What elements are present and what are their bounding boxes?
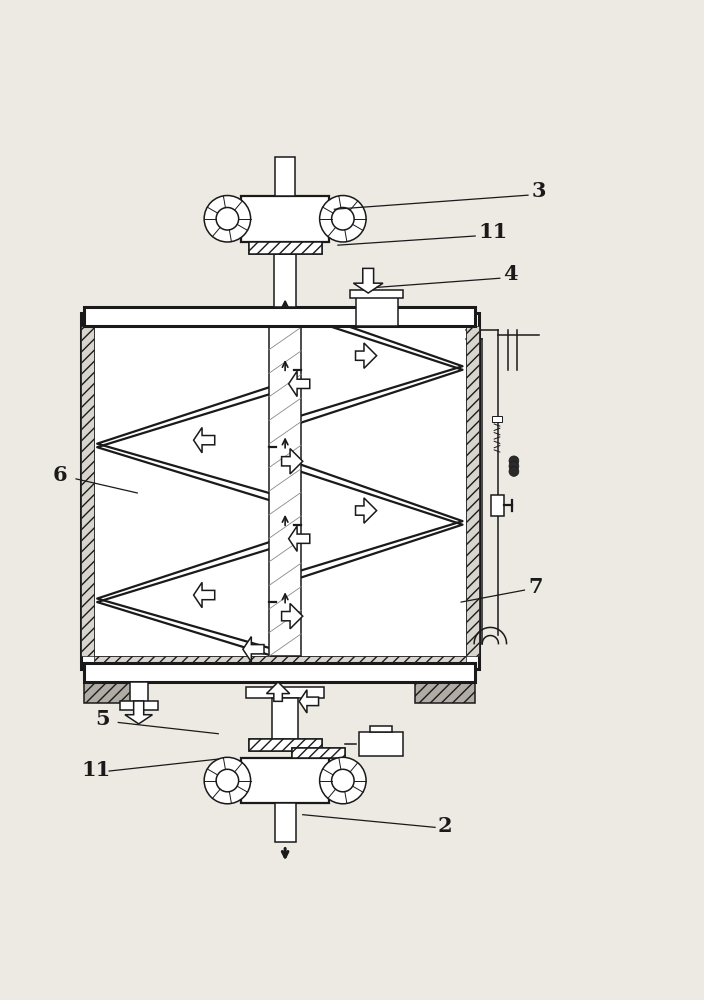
Bar [241,196,329,242]
Bar [359,732,403,756]
Polygon shape [194,427,215,453]
Bar [415,682,475,703]
Bar [94,326,466,656]
Bar [350,290,403,298]
Text: 5: 5 [95,709,110,729]
Bar [84,663,475,682]
Text: 11: 11 [479,222,508,242]
Bar [292,748,345,758]
Circle shape [509,466,519,476]
Bar [274,254,296,307]
Bar [81,326,94,656]
Polygon shape [353,268,383,293]
Bar [249,739,322,751]
Polygon shape [299,690,319,713]
Bar [81,313,479,669]
Bar [246,687,324,698]
Bar [84,307,475,326]
Circle shape [320,757,366,804]
Circle shape [216,207,239,230]
Bar [120,701,158,710]
Text: 7: 7 [528,577,543,597]
Polygon shape [266,682,290,701]
Polygon shape [289,526,310,551]
Bar [130,682,148,704]
Bar [466,326,479,656]
Circle shape [332,769,354,792]
Bar [491,495,504,516]
Bar [249,739,322,751]
Text: 4: 4 [503,264,518,284]
Polygon shape [289,371,310,397]
Circle shape [320,196,366,242]
Bar [275,157,295,196]
Polygon shape [282,603,303,629]
Circle shape [509,456,519,466]
Polygon shape [243,637,264,662]
Circle shape [509,461,519,471]
Circle shape [216,769,239,792]
Bar [94,656,466,669]
Bar [272,698,298,747]
Bar [356,292,398,326]
Bar [292,748,345,758]
Circle shape [332,207,354,230]
Bar [275,803,296,842]
Polygon shape [356,343,377,368]
Circle shape [204,196,251,242]
Bar [370,726,392,732]
Bar [94,313,466,326]
Bar [269,326,301,656]
Polygon shape [282,449,303,474]
Text: 2: 2 [438,816,453,836]
Polygon shape [125,701,152,724]
Bar [249,242,322,254]
Polygon shape [356,498,377,523]
Text: 11: 11 [81,760,111,780]
Text: 6: 6 [53,465,68,485]
Bar [84,682,144,703]
Circle shape [204,757,251,804]
Text: 3: 3 [532,181,546,201]
Bar [249,242,322,254]
Bar [241,758,329,803]
Bar [492,416,502,422]
Polygon shape [194,582,215,608]
